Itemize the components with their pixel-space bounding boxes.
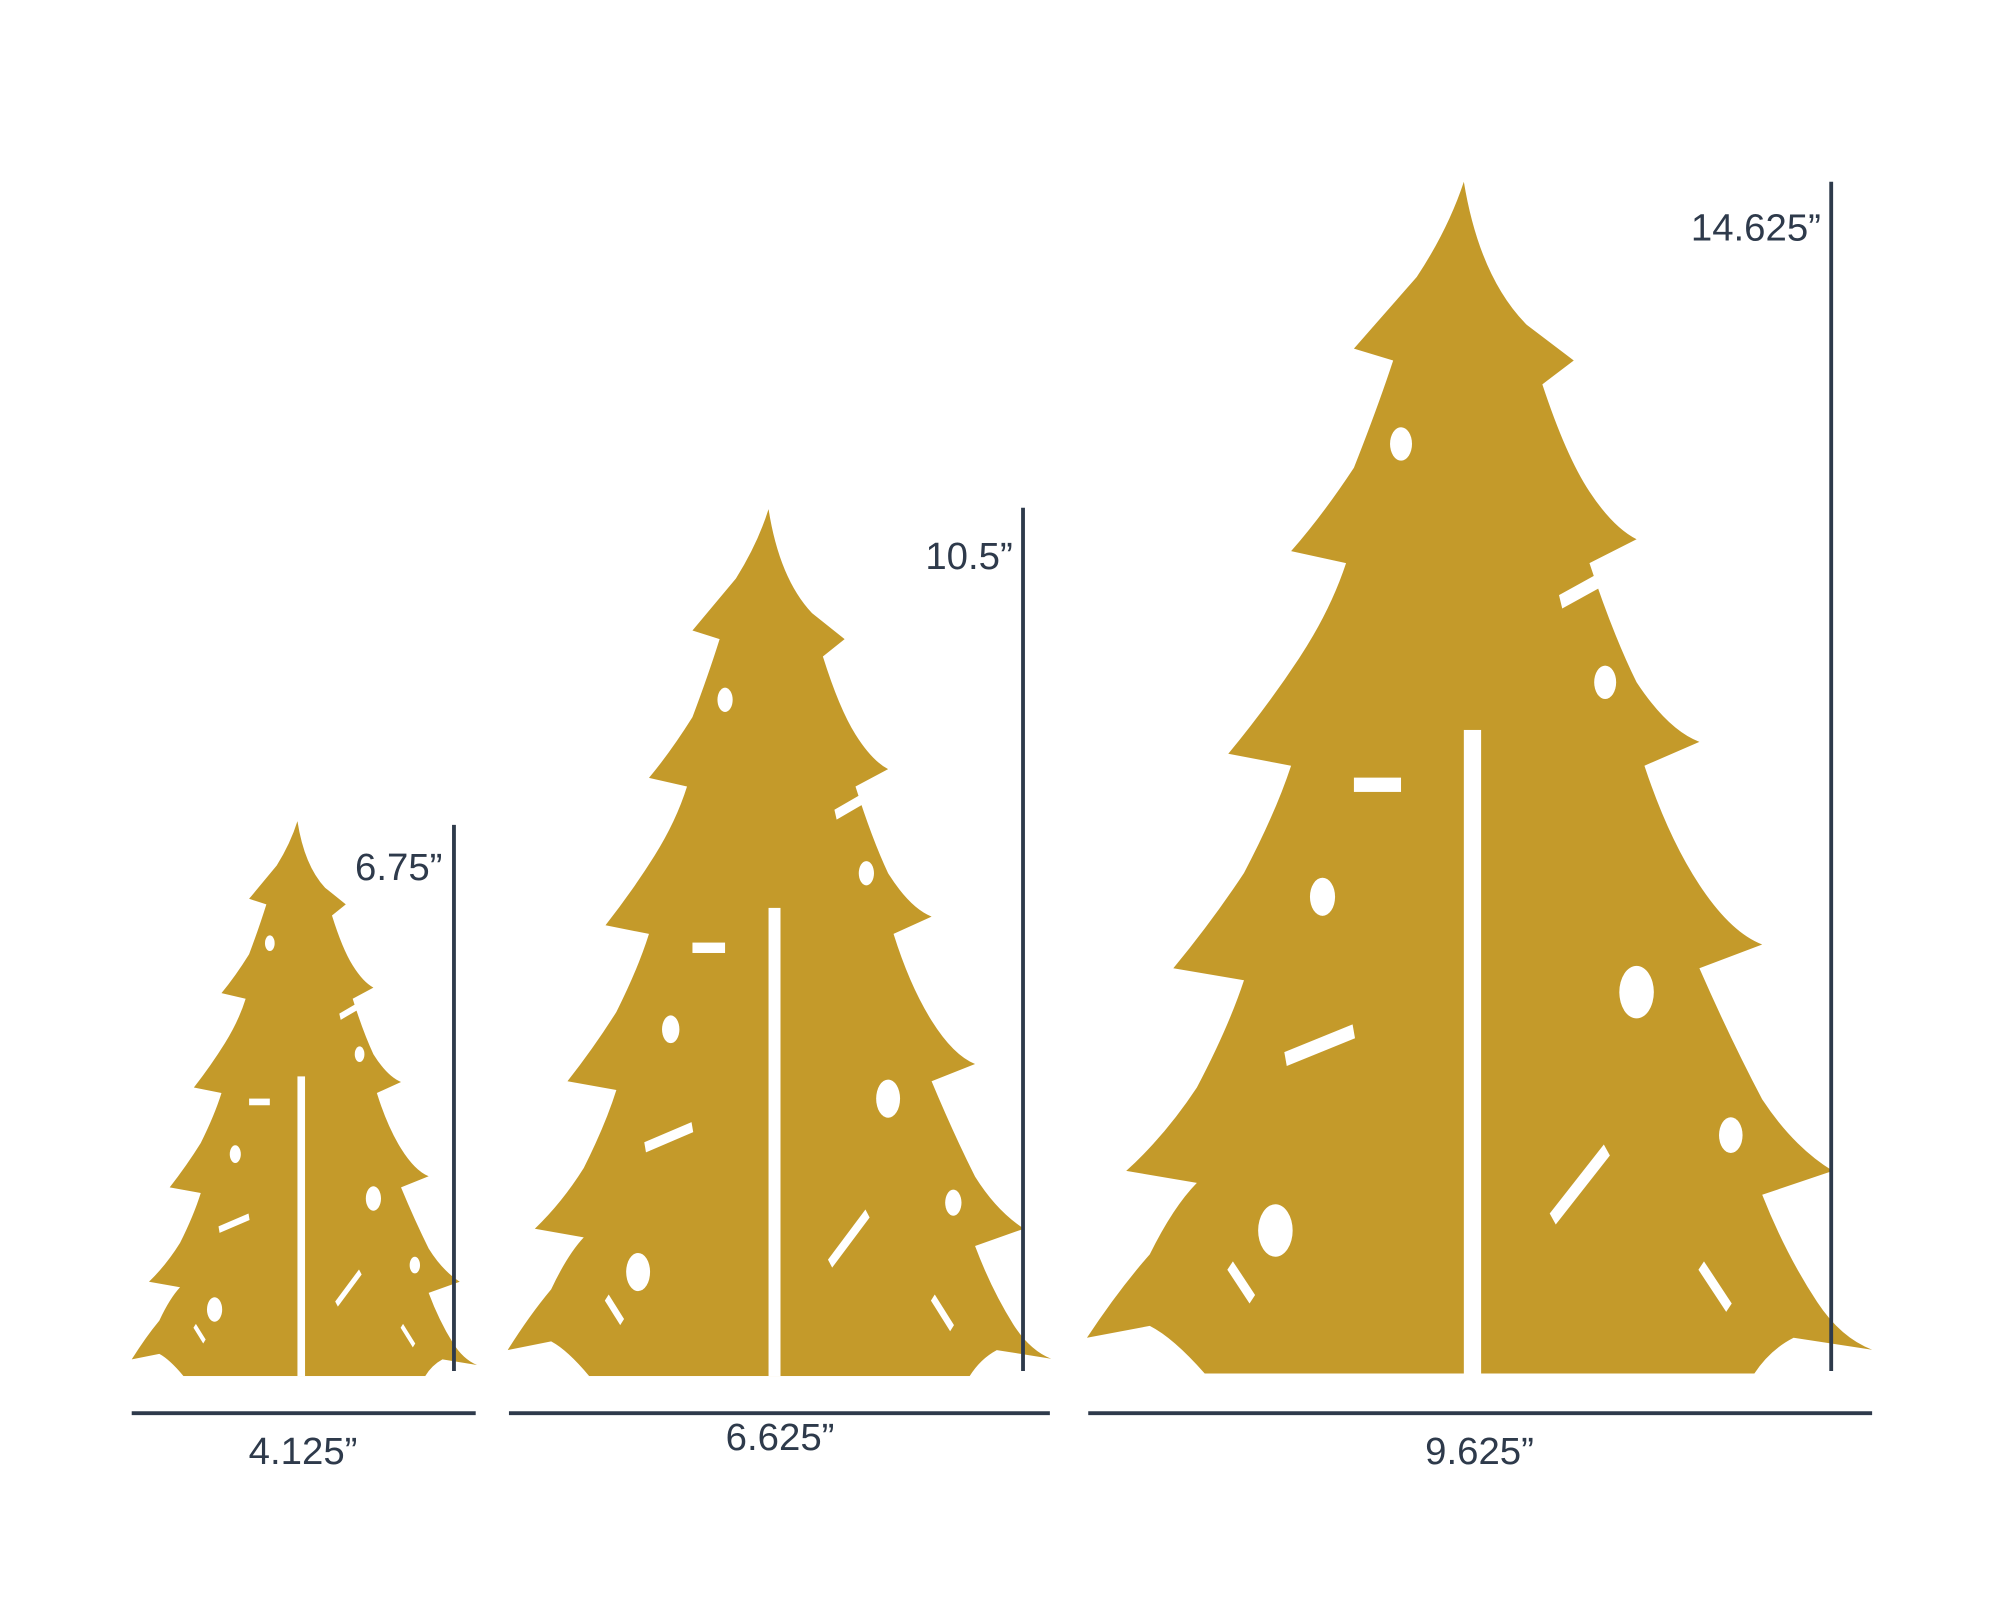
height-label: 6.75” — [355, 846, 442, 889]
width-label: 4.125” — [249, 1430, 358, 1473]
height-label: 14.625” — [1691, 206, 1821, 249]
large-tree — [1086, 181, 1873, 1374]
small-tree — [131, 821, 477, 1377]
width-label: 9.625” — [1425, 1430, 1534, 1473]
medium-tree — [507, 509, 1052, 1377]
width-label: 6.625” — [726, 1416, 835, 1459]
height-label: 10.5” — [925, 535, 1012, 578]
